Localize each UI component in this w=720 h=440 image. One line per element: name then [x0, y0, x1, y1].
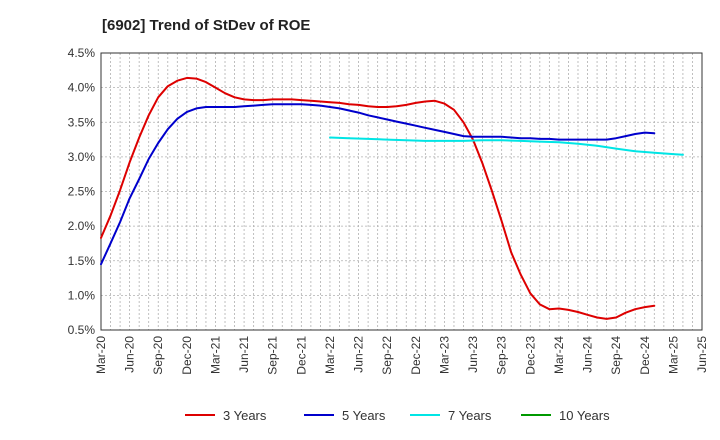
x-tick-label: Jun-21	[237, 336, 251, 373]
x-tick-label: Mar-24	[552, 336, 566, 374]
x-tick-label: Dec-20	[180, 336, 194, 375]
x-tick-label: Jun-22	[352, 336, 366, 373]
x-tick-label: Mar-20	[94, 336, 108, 374]
y-tick-label: 2.0%	[68, 219, 96, 233]
x-tick-label: Mar-22	[323, 336, 337, 374]
legend: 3 Years 5 Years 7 Years 10 Years	[185, 408, 610, 423]
x-tick-label: Mar-23	[437, 336, 451, 374]
series-line-5-years	[100, 103, 656, 266]
y-tick-label: 1.0%	[68, 288, 96, 302]
x-tick-label: Mar-25	[666, 336, 680, 374]
x-tick-label: Dec-22	[409, 336, 423, 375]
x-tick-label: Mar-21	[208, 336, 222, 374]
legend-label: 10 Years	[559, 408, 610, 423]
x-tick-label: Jun-23	[466, 336, 480, 373]
x-tick-label: Jun-20	[123, 336, 137, 373]
y-tick-label: 3.5%	[68, 115, 96, 129]
x-tick-label: Sep-22	[380, 336, 394, 375]
y-tick-label: 4.5%	[68, 46, 96, 60]
x-tick-label: Sep-24	[609, 336, 623, 375]
plot-border	[100, 52, 703, 331]
x-tick-label: Jun-24	[581, 336, 595, 373]
x-tick-label: Jun-25	[695, 336, 709, 373]
y-tick-label: 1.5%	[68, 254, 96, 268]
series-line-7-years	[329, 136, 684, 156]
legend-label: 7 Years	[448, 408, 492, 423]
x-tick-label: Sep-21	[266, 336, 280, 375]
y-tick-label: 0.5%	[68, 323, 96, 337]
x-tick-label: Sep-20	[151, 336, 165, 375]
y-tick-label: 3.0%	[68, 150, 96, 164]
y-tick-label: 2.5%	[68, 185, 96, 199]
legend-label: 5 Years	[342, 408, 386, 423]
series-line-3-years	[100, 76, 656, 320]
x-axis-tick-labels: Mar-20 Jun-20 Sep-20 Dec-20 Mar-21 Jun-21 Sep-…	[94, 336, 709, 375]
series-lines	[100, 76, 684, 320]
y-axis-tick-labels: 0.5% 1.0% 1.5% 2.0% 2.5% 3.0% 3.5% 4.0% 4.5%	[68, 46, 96, 337]
x-tick-label: Dec-24	[638, 336, 652, 375]
x-tick-label: Sep-23	[495, 336, 509, 375]
y-tick-label: 4.0%	[68, 81, 96, 95]
x-tick-label: Dec-23	[523, 336, 537, 375]
legend-label: 3 Years	[223, 408, 267, 423]
x-tick-label: Dec-21	[294, 336, 308, 375]
chart-title: [6902] Trend of StDev of ROE	[102, 17, 310, 34]
